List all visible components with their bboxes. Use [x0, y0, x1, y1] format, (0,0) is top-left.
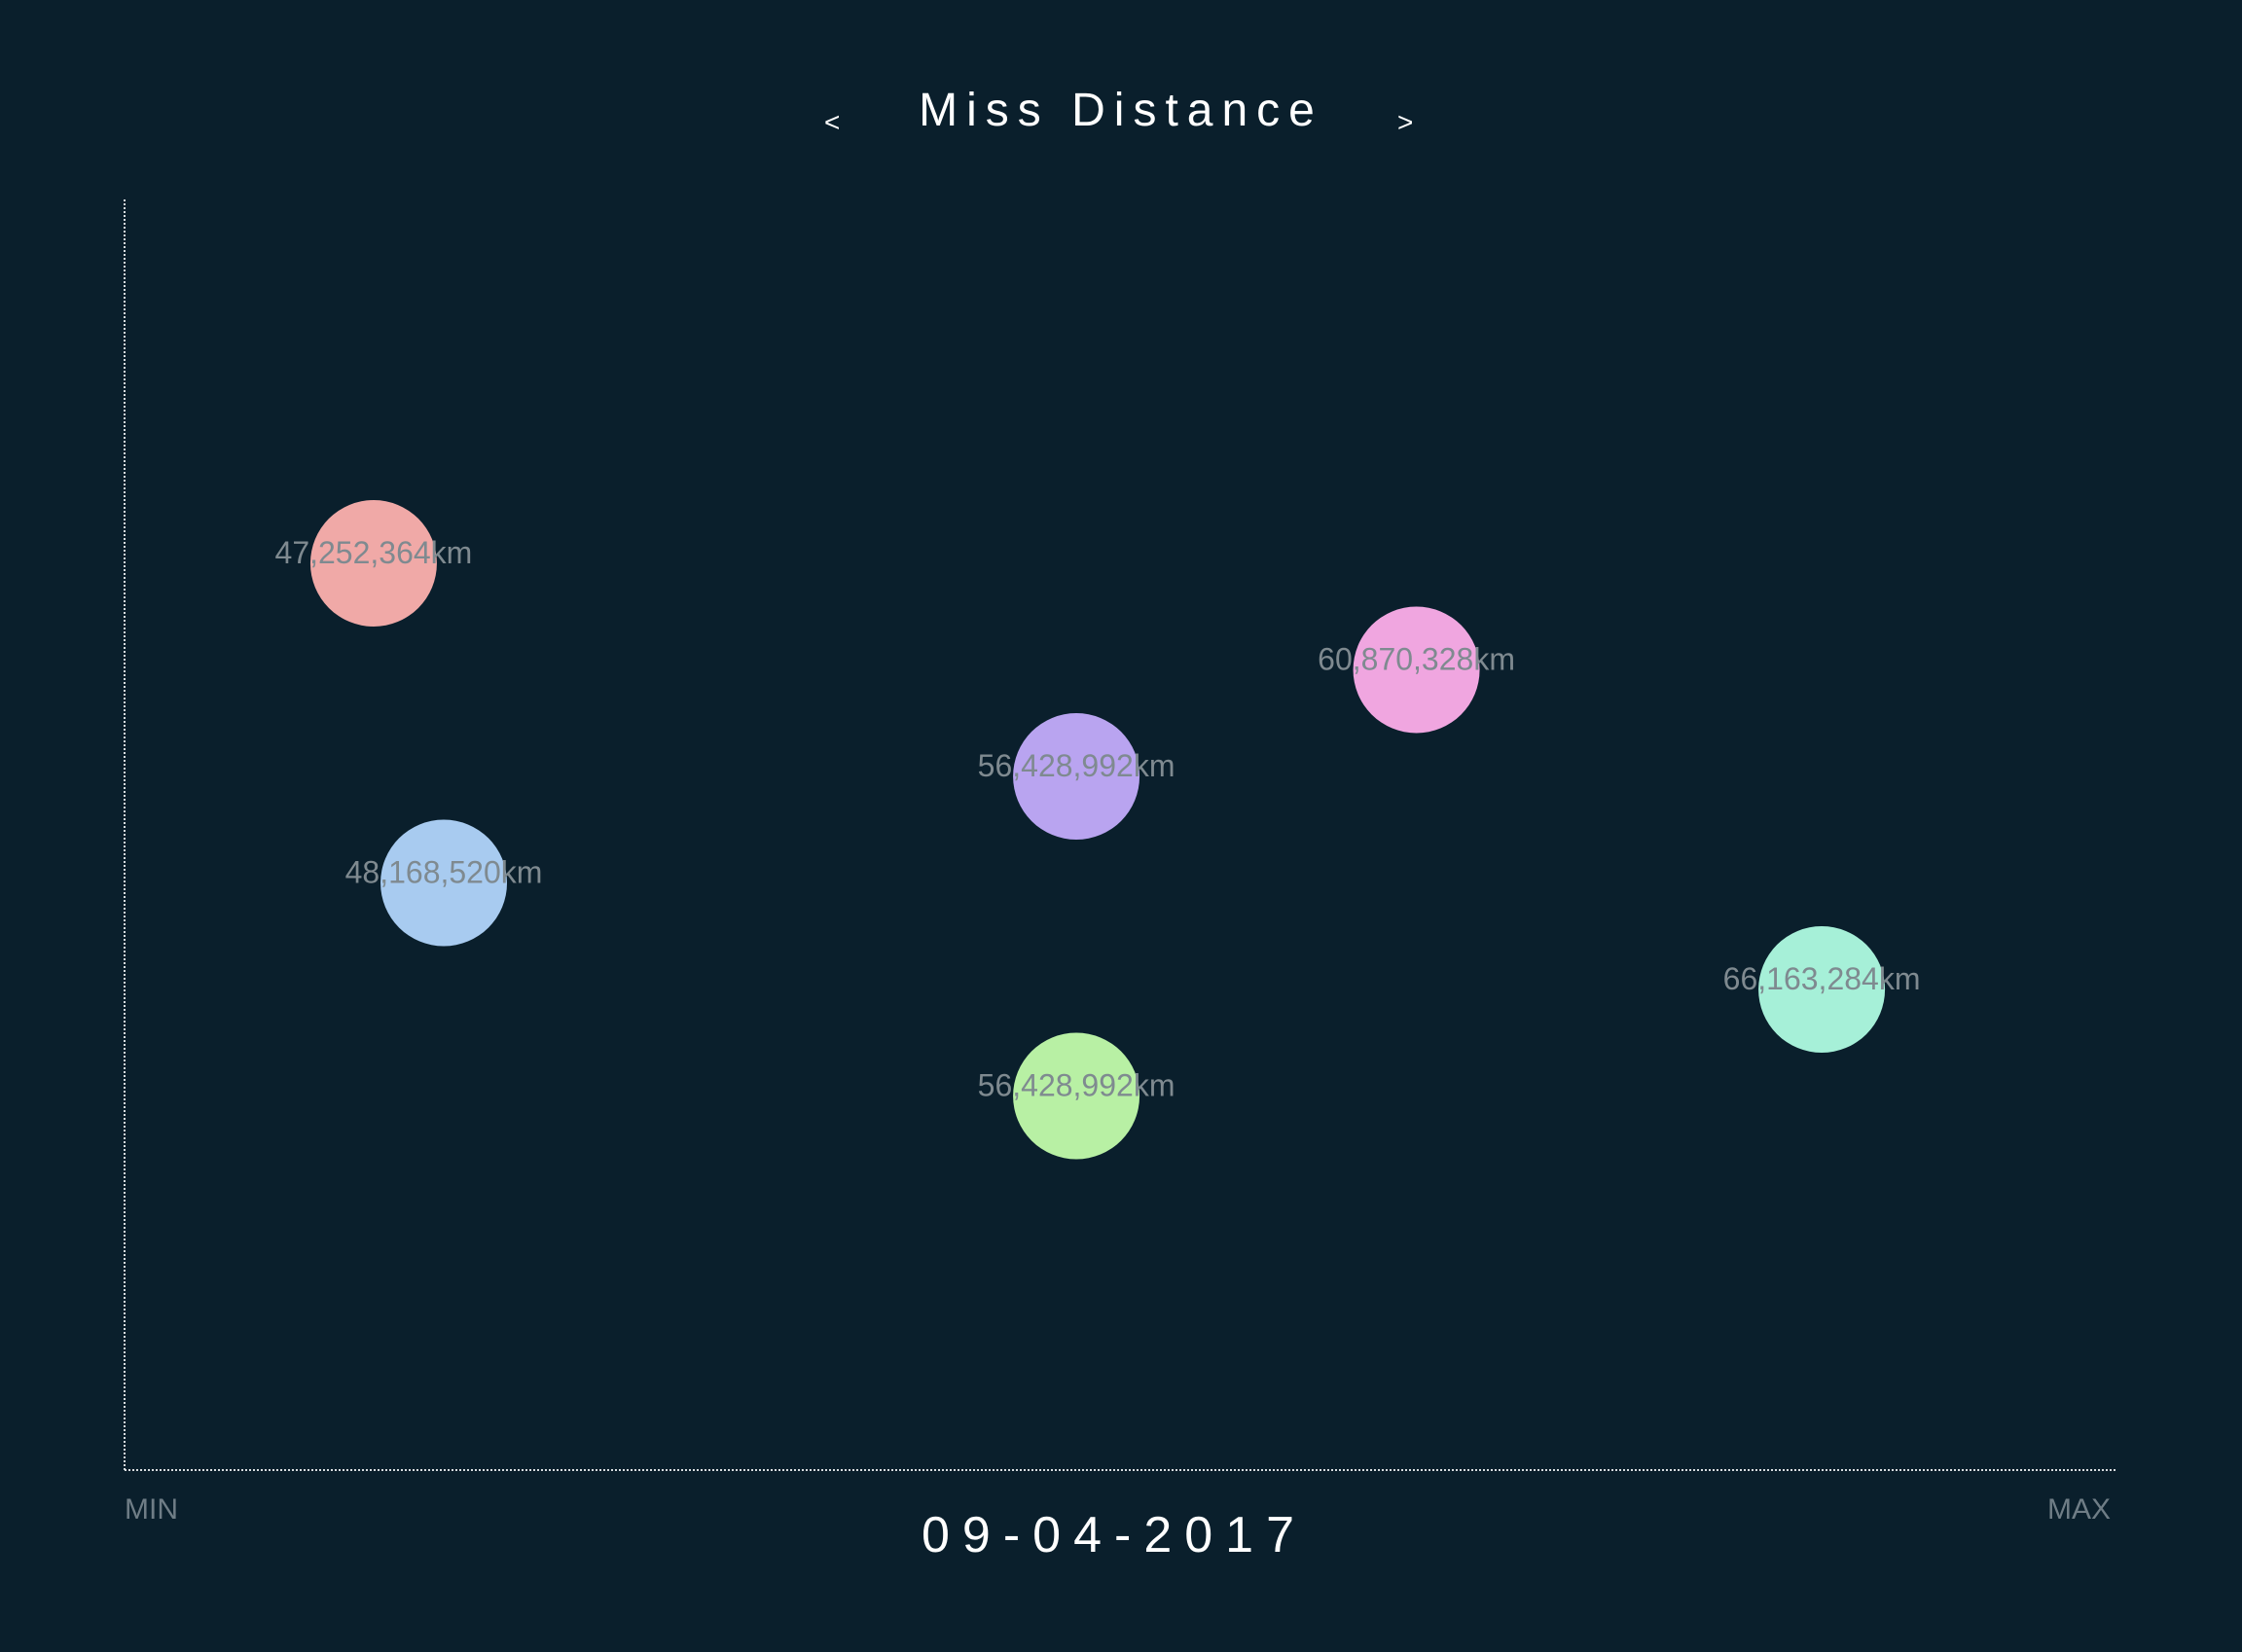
- date-label: 09-04-2017: [922, 1507, 1307, 1563]
- x-axis-max-label: MAX: [2047, 1493, 2112, 1526]
- previous-date-button[interactable]: <: [824, 107, 841, 137]
- points-layer: 47,252,364km 48,168,520km 56,428,992km 56,4…: [275, 500, 1921, 1160]
- data-point-label: 47,252,364km: [275, 535, 473, 570]
- data-point-label: 56,428,992km: [978, 748, 1175, 783]
- data-point-label: 48,168,520km: [345, 855, 543, 890]
- data-point-circle[interactable]: [1013, 1032, 1140, 1160]
- chart-header: < Miss Distance >: [0, 80, 2242, 158]
- data-point[interactable]: 66,163,284km: [1723, 926, 1921, 1053]
- data-point[interactable]: 48,168,520km: [345, 819, 543, 947]
- data-point-circle[interactable]: [309, 500, 437, 627]
- data-point-label: 60,870,328km: [1318, 642, 1515, 677]
- data-point-circle[interactable]: [1353, 606, 1480, 734]
- data-point-label: 66,163,284km: [1723, 961, 1921, 996]
- data-point-circle[interactable]: [1013, 713, 1140, 840]
- chart-title: Miss Distance: [919, 85, 1323, 136]
- x-axis-min-label: MIN: [125, 1493, 178, 1526]
- data-point[interactable]: 56,428,992km: [978, 713, 1175, 840]
- data-point-circle[interactable]: [380, 819, 508, 947]
- data-point-circle[interactable]: [1758, 926, 1886, 1053]
- data-point-label: 56,428,992km: [978, 1068, 1175, 1103]
- next-date-button[interactable]: >: [1397, 107, 1414, 137]
- data-point[interactable]: 47,252,364km: [275, 500, 473, 627]
- data-point[interactable]: 60,870,328km: [1318, 606, 1515, 734]
- data-point[interactable]: 56,428,992km: [978, 1032, 1175, 1160]
